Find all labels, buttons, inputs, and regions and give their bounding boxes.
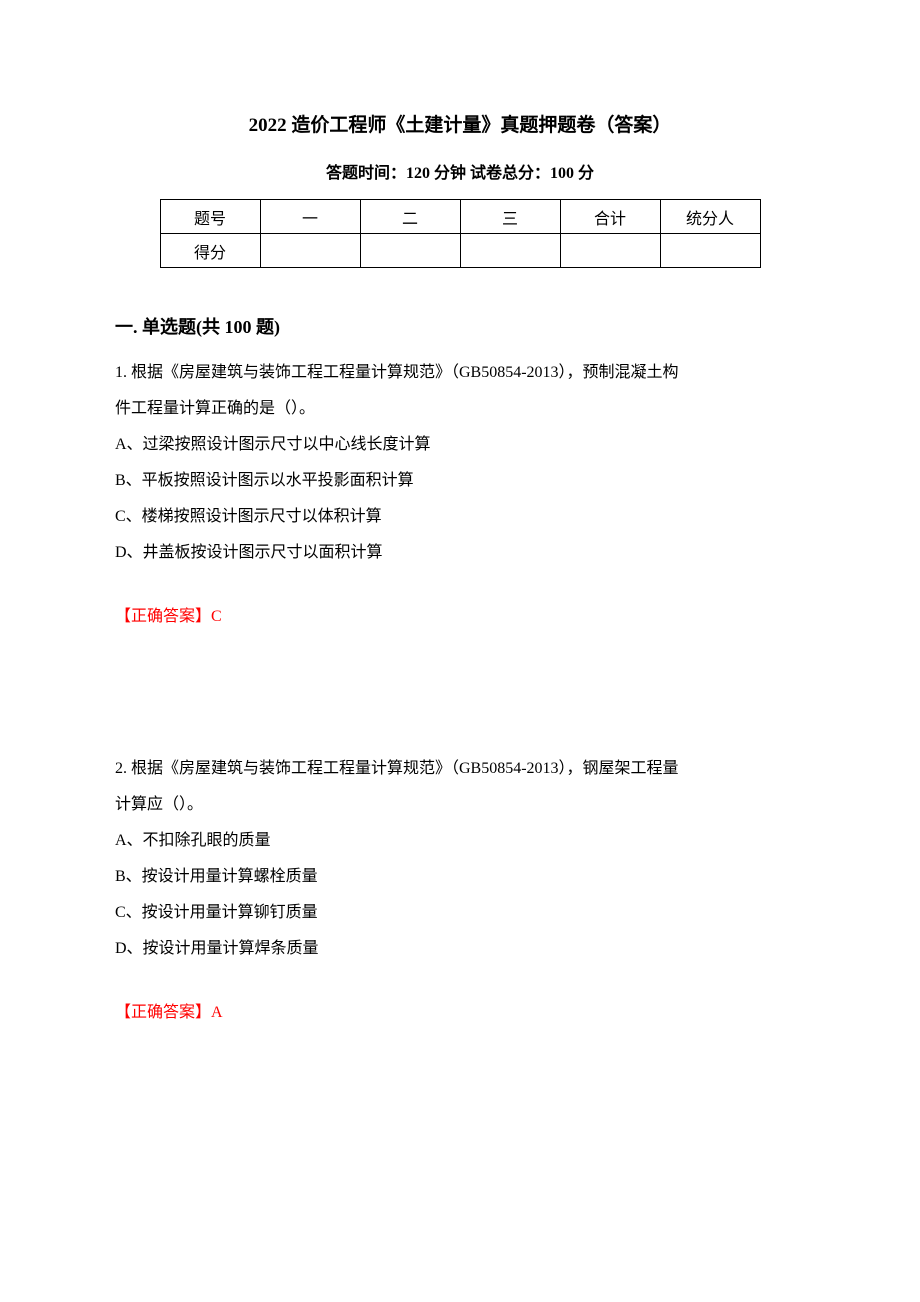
q2-option-d: D、按设计用量计算焊条质量 — [115, 933, 805, 965]
col-header-5: 统分人 — [660, 200, 760, 234]
question-2: 2. 根据《房屋建筑与装饰工程工程量计算规范》（GB50854-2013），钢屋… — [115, 753, 805, 1029]
score-table: 题号 一 二 三 合计 统分人 得分 — [160, 199, 761, 268]
q2-answer: 【正确答案】A — [115, 1004, 223, 1021]
section-heading: 一. 单选题(共 100 题) — [115, 313, 805, 339]
cell-empty — [660, 234, 760, 268]
q1-option-a: A、过梁按照设计图示尺寸以中心线长度计算 — [115, 429, 805, 461]
q1-option-b: B、平板按照设计图示以水平投影面积计算 — [115, 465, 805, 497]
q1-option-c: C、楼梯按照设计图示尺寸以体积计算 — [115, 501, 805, 533]
q1-stem-line2: 件工程量计算正确的是（）。 — [115, 393, 805, 425]
col-header-1: 一 — [260, 200, 360, 234]
q2-option-a: A、不扣除孔眼的质量 — [115, 825, 805, 857]
table-row: 题号 一 二 三 合计 统分人 — [160, 200, 760, 234]
col-header-0: 题号 — [160, 200, 260, 234]
cell-empty — [260, 234, 360, 268]
col-header-2: 二 — [360, 200, 460, 234]
q2-stem-line2: 计算应（）。 — [115, 789, 805, 821]
q2-stem-line1: 2. 根据《房屋建筑与装饰工程工程量计算规范》（GB50854-2013），钢屋… — [115, 753, 805, 785]
cell-empty — [460, 234, 560, 268]
cell-empty — [360, 234, 460, 268]
q1-option-d: D、井盖板按设计图示尺寸以面积计算 — [115, 537, 805, 569]
cell-empty — [560, 234, 660, 268]
question-1: 1. 根据《房屋建筑与装饰工程工程量计算规范》（GB50854-2013），预制… — [115, 357, 805, 633]
document-title: 2022 造价工程师《土建计量》真题押题卷（答案） — [115, 110, 805, 137]
q2-option-b: B、按设计用量计算螺栓质量 — [115, 861, 805, 893]
q1-stem-line1: 1. 根据《房屋建筑与装饰工程工程量计算规范》（GB50854-2013），预制… — [115, 357, 805, 389]
q1-answer: 【正确答案】C — [115, 608, 222, 625]
document-subtitle: 答题时间：120 分钟 试卷总分：100 分 — [115, 159, 805, 183]
col-header-3: 三 — [460, 200, 560, 234]
row2-label: 得分 — [160, 234, 260, 268]
col-header-4: 合计 — [560, 200, 660, 234]
table-row: 得分 — [160, 234, 760, 268]
q2-option-c: C、按设计用量计算铆钉质量 — [115, 897, 805, 929]
